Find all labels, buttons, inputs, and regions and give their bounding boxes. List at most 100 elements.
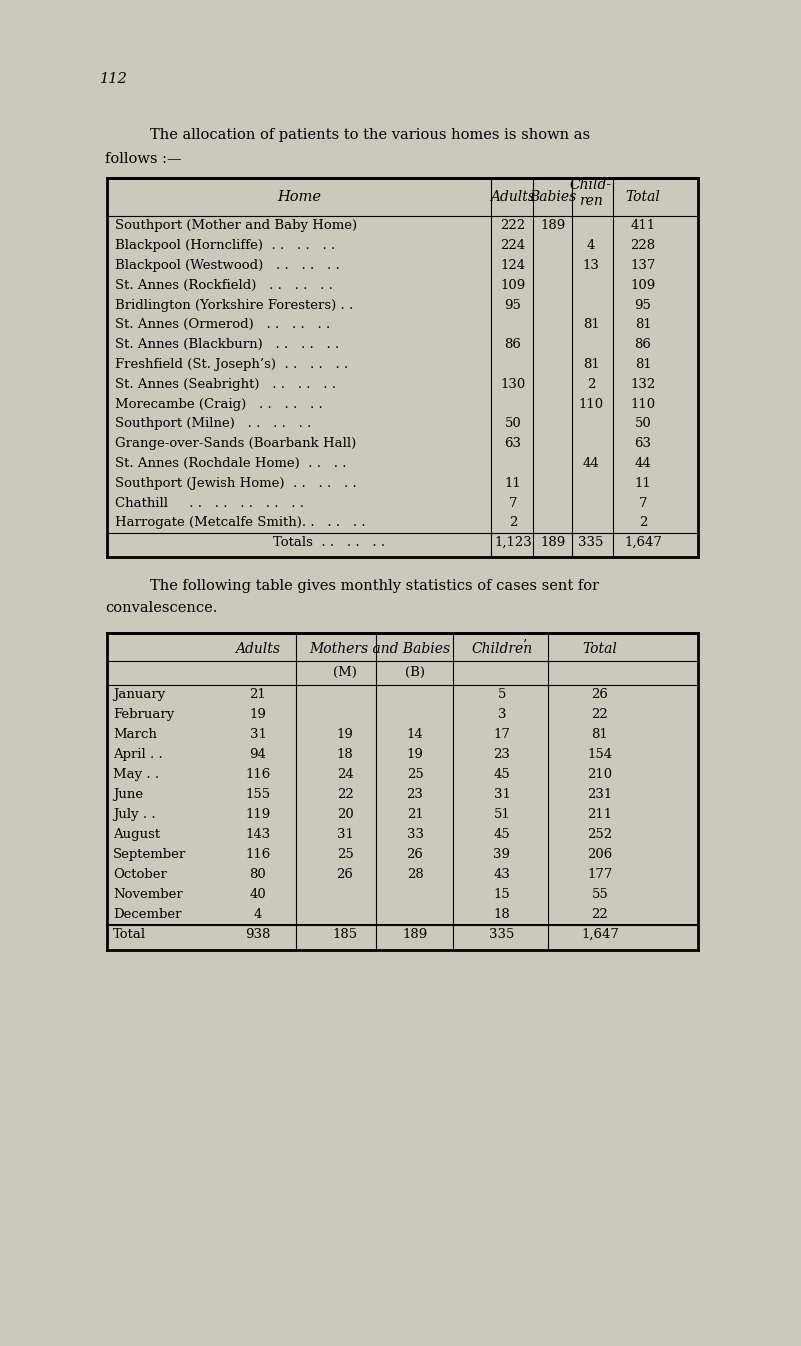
Text: Southport (Jewish Home)  . .   . .   . .: Southport (Jewish Home) . . . . . . — [115, 476, 356, 490]
Text: Grange-over-Sands (Boarbank Hall): Grange-over-Sands (Boarbank Hall) — [115, 437, 356, 450]
Text: 95: 95 — [505, 299, 521, 312]
Text: 3: 3 — [497, 708, 506, 721]
Text: 15: 15 — [493, 888, 510, 900]
Text: 4: 4 — [254, 909, 262, 921]
Text: Blackpool (Horncliffe)  . .   . .   . .: Blackpool (Horncliffe) . . . . . . — [115, 240, 336, 252]
Text: 50: 50 — [505, 417, 521, 431]
Text: March: March — [113, 728, 157, 742]
Text: November: November — [113, 888, 183, 900]
Text: Southport (Mother and Baby Home): Southport (Mother and Baby Home) — [115, 219, 357, 233]
Text: 18: 18 — [336, 748, 353, 760]
Text: Blackpool (Westwood)   . .   . .   . .: Blackpool (Westwood) . . . . . . — [115, 258, 340, 272]
Text: Children: Children — [472, 642, 533, 656]
Text: 19: 19 — [250, 708, 267, 721]
Text: 116: 116 — [245, 769, 271, 781]
Text: September: September — [113, 848, 187, 861]
Text: Totals  . .   . .   . .: Totals . . . . . . — [273, 536, 385, 549]
Text: 112: 112 — [100, 71, 127, 86]
Text: 22: 22 — [592, 708, 609, 721]
Text: 143: 143 — [245, 828, 271, 841]
Text: 45: 45 — [493, 769, 510, 781]
Text: 20: 20 — [336, 808, 353, 821]
Text: May . .: May . . — [113, 769, 159, 781]
Text: Total: Total — [113, 929, 146, 941]
Text: Total: Total — [582, 642, 618, 656]
Text: 938: 938 — [245, 929, 271, 941]
Text: 1,123: 1,123 — [494, 536, 532, 549]
Text: 63: 63 — [634, 437, 651, 450]
Text: Total: Total — [626, 190, 661, 205]
Text: follows :—: follows :— — [105, 152, 182, 166]
Text: Mothers and Babies: Mothers and Babies — [309, 642, 450, 656]
Text: 25: 25 — [407, 769, 424, 781]
Text: 1,647: 1,647 — [581, 929, 619, 941]
Text: Adults: Adults — [235, 642, 280, 656]
Text: 185: 185 — [332, 929, 357, 941]
Text: 109: 109 — [630, 279, 656, 292]
Text: December: December — [113, 909, 182, 921]
Text: June: June — [113, 789, 143, 801]
Text: 2: 2 — [509, 517, 517, 529]
Text: February: February — [113, 708, 175, 721]
Text: 94: 94 — [250, 748, 267, 760]
Text: 110: 110 — [578, 397, 604, 411]
Text: Harrogate (Metcalfe Smith). .   . .   . .: Harrogate (Metcalfe Smith). . . . . . — [115, 517, 365, 529]
Text: Child-
ren: Child- ren — [570, 178, 612, 209]
Text: 11: 11 — [634, 476, 651, 490]
Text: 33: 33 — [406, 828, 424, 841]
Text: Morecambe (Craig)   . .   . .   . .: Morecambe (Craig) . . . . . . — [115, 397, 323, 411]
Text: Babies: Babies — [529, 190, 577, 205]
Text: 81: 81 — [634, 358, 651, 371]
Text: St. Annes (Rochdale Home)  . .   . .: St. Annes (Rochdale Home) . . . . — [115, 458, 347, 470]
Text: 81: 81 — [582, 319, 599, 331]
Text: 25: 25 — [336, 848, 353, 861]
Text: 206: 206 — [587, 848, 613, 861]
Text: 28: 28 — [407, 868, 424, 882]
Text: 132: 132 — [630, 378, 656, 390]
Text: October: October — [113, 868, 167, 882]
Text: 19: 19 — [407, 748, 424, 760]
Text: Bridlington (Yorkshire Foresters) . .: Bridlington (Yorkshire Foresters) . . — [115, 299, 353, 312]
Text: 86: 86 — [634, 338, 651, 351]
Text: 24: 24 — [336, 769, 353, 781]
Text: 2: 2 — [639, 517, 647, 529]
Text: 81: 81 — [582, 358, 599, 371]
Text: 31: 31 — [493, 789, 510, 801]
Text: 231: 231 — [587, 789, 613, 801]
Text: (M): (M) — [333, 666, 357, 680]
Text: 39: 39 — [493, 848, 510, 861]
Text: 252: 252 — [587, 828, 613, 841]
Text: Freshfield (St. Joseph’s)  . .   . .   . .: Freshfield (St. Joseph’s) . . . . . . — [115, 358, 348, 371]
Text: 23: 23 — [493, 748, 510, 760]
Text: 80: 80 — [250, 868, 267, 882]
Text: 130: 130 — [501, 378, 525, 390]
Text: 23: 23 — [407, 789, 424, 801]
Text: 19: 19 — [336, 728, 353, 742]
Text: 40: 40 — [250, 888, 267, 900]
Text: 177: 177 — [587, 868, 613, 882]
Text: 22: 22 — [592, 909, 609, 921]
Text: 31: 31 — [250, 728, 267, 742]
Text: 26: 26 — [336, 868, 353, 882]
Text: The allocation of patients to the various homes is shown as: The allocation of patients to the variou… — [150, 128, 590, 141]
Text: 31: 31 — [336, 828, 353, 841]
Text: 14: 14 — [407, 728, 424, 742]
Text: St. Annes (Blackburn)   . .   . .   . .: St. Annes (Blackburn) . . . . . . — [115, 338, 340, 351]
Text: 22: 22 — [336, 789, 353, 801]
Text: 335: 335 — [489, 929, 515, 941]
Text: 7: 7 — [509, 497, 517, 510]
Text: 189: 189 — [541, 219, 566, 233]
Text: 7: 7 — [638, 497, 647, 510]
Text: St. Annes (Ormerod)   . .   . .   . .: St. Annes (Ormerod) . . . . . . — [115, 319, 330, 331]
Text: 109: 109 — [501, 279, 525, 292]
Text: 95: 95 — [634, 299, 651, 312]
Text: 63: 63 — [505, 437, 521, 450]
Text: 116: 116 — [245, 848, 271, 861]
Text: 13: 13 — [582, 258, 599, 272]
Text: 43: 43 — [493, 868, 510, 882]
Text: 224: 224 — [501, 240, 525, 252]
Text: 5: 5 — [497, 688, 506, 701]
Text: January: January — [113, 688, 165, 701]
Text: Chathill     . .   . .   . .   . .   . .: Chathill . . . . . . . . . . — [115, 497, 304, 510]
Text: 44: 44 — [634, 458, 651, 470]
